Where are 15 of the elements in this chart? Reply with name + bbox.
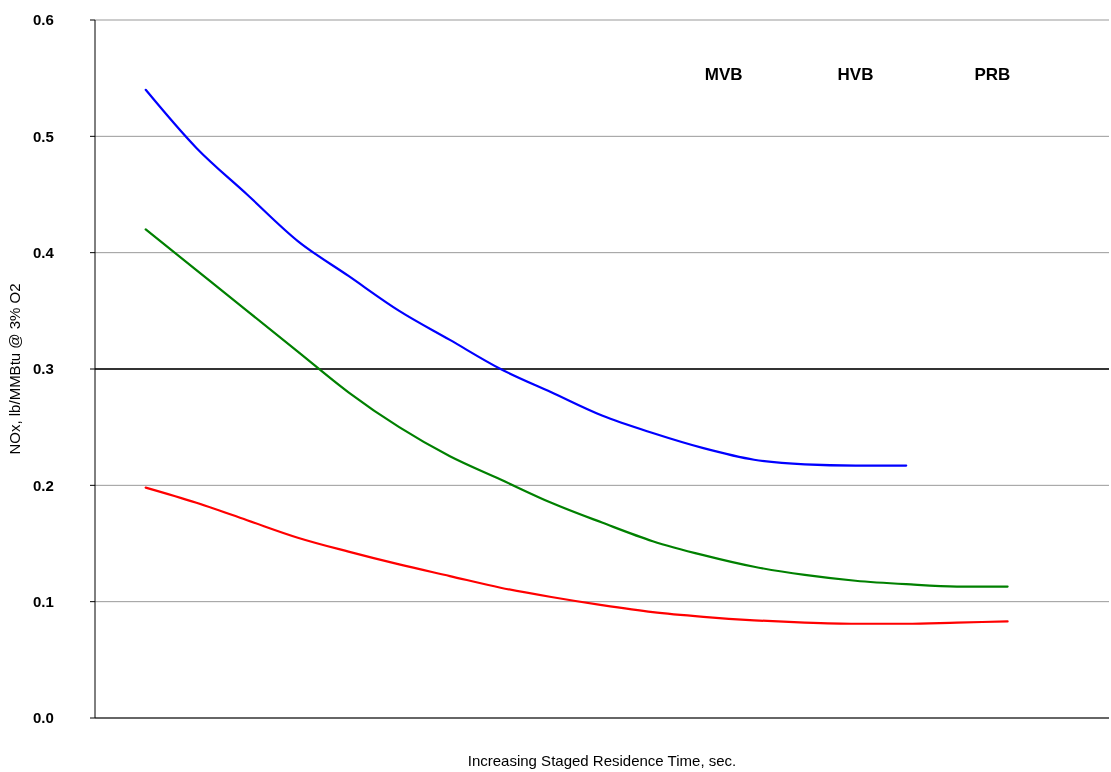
line-series xyxy=(144,228,1009,588)
line-series xyxy=(144,88,908,467)
y-tick-label: 0.1 xyxy=(33,592,54,610)
line-series xyxy=(144,486,1009,625)
y-tick-label: 0.3 xyxy=(33,360,54,378)
y-axis-title: NOx, lb/MMBtu @ 3% O2 xyxy=(6,283,23,455)
y-tick-label: 0.4 xyxy=(33,243,55,261)
annotation: MVB xyxy=(704,65,743,84)
y-tick-label: 0.5 xyxy=(33,127,54,145)
y-tick-label: 0.0 xyxy=(33,709,54,727)
annotation: HVB xyxy=(837,65,874,84)
x-axis-title: Increasing Staged Residence Time, sec. xyxy=(467,752,737,769)
annotation: PRB xyxy=(974,65,1011,84)
y-tick-label: 0.2 xyxy=(33,476,54,494)
y-tick-label: 0.6 xyxy=(33,11,54,29)
